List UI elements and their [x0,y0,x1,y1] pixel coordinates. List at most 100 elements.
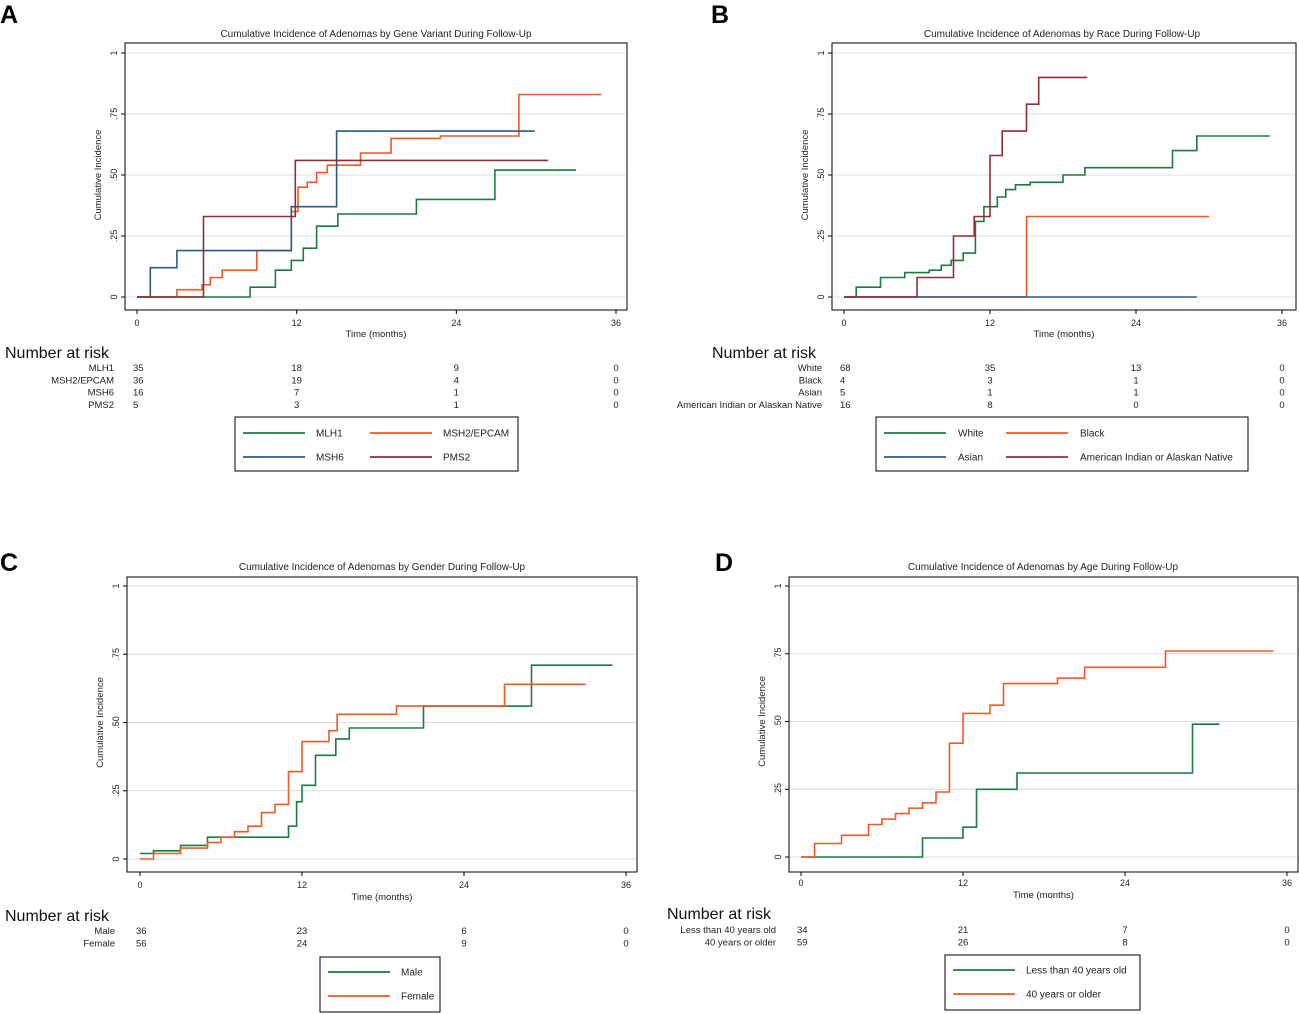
risk-value: 59 [797,937,808,948]
risk-value: 26 [958,937,969,948]
panel-c: C Cumulative Incidence of Adenomas by Gen… [0,549,638,1013]
y-tick-label: .25 [109,230,119,243]
chart-title: Cumulative Incidence of Adenomas by Gend… [239,562,526,573]
series-line-mlh1 [137,169,577,298]
risk-row-label: Asian [798,388,822,399]
y-tick-label: .25 [773,783,783,796]
x-tick-label: 24 [451,318,461,328]
risk-table-title: Number at risk [667,906,772,923]
risk-value: 35 [985,363,996,374]
y-tick-label: 1 [773,583,783,588]
risk-value: 0 [1284,937,1289,948]
y-tick-label: 0 [816,294,826,299]
risk-row-label: MLH1 [89,363,114,374]
legend-label: PMS2 [443,453,471,464]
risk-value: 1 [1133,375,1138,386]
legend-label: Female [401,992,435,1003]
series-line-male [140,664,613,855]
y-tick-label: .50 [109,169,119,182]
panel-d: D Cumulative Incidence of Adenomas by Age… [667,549,1299,1011]
series-line-msh6 [137,130,535,298]
risk-value: 5 [840,388,845,399]
y-tick-label: 0 [773,854,783,859]
x-axis-title: Time (months) [352,892,413,903]
x-tick-label: 36 [621,880,631,890]
x-tick-label: 0 [137,880,142,890]
risk-row-label: American Indian or Alaskan Native [677,400,822,411]
panel-b: B Cumulative Incidence of Adenomas by Rac… [677,1,1297,472]
y-tick-label: .75 [773,647,783,660]
x-tick-label: 36 [1277,318,1287,328]
legend-label: White [958,429,984,440]
legend-box [234,416,519,472]
legend: Male Female [319,956,441,1013]
x-tick-label: 24 [1131,318,1141,328]
risk-value: 0 [1133,400,1138,411]
risk-table-title: Number at risk [5,908,110,925]
legend: Less than 40 years old 40 years or older [944,954,1141,1011]
legend-box [319,956,441,1013]
x-tick-label: 12 [297,880,307,890]
legend-label: Less than 40 years old [1026,966,1127,977]
risk-value: 13 [1131,363,1142,374]
risk-row-label: Less than 40 years old [680,925,776,936]
panel-a: A Cumulative Incidence of Adenomas by Gen… [0,1,628,472]
risk-value: 9 [454,363,459,374]
y-tick-label: .25 [816,230,826,243]
risk-value: 3 [294,400,299,411]
y-tick-label: 1 [816,50,826,55]
chart-title: Cumulative Incidence of Adenomas by Gene… [220,29,532,40]
risk-value: 0 [1279,400,1284,411]
legend-label: MSH6 [316,453,344,464]
y-axis-title: Cumulative Incidence [757,676,768,767]
risk-value: 1 [987,388,992,399]
risk-row-label: 40 years or older [705,937,776,948]
y-tick-label: .50 [111,716,121,729]
panel-letter: A [0,1,18,29]
risk-table-title: Number at risk [5,345,110,362]
y-axis-title: Cumulative Incidence [93,130,104,221]
legend: White Black Asian American Indian or Alaska… [875,416,1249,472]
y-tick-label: .75 [109,108,119,121]
plot-frame [831,42,1297,311]
legend-label: Black [1080,429,1105,440]
legend-label: MLH1 [316,429,343,440]
risk-value: 8 [987,400,992,411]
x-tick-label: 24 [1120,878,1130,888]
y-tick-label: .75 [111,648,121,661]
risk-value: 18 [291,363,302,374]
risk-value: 1 [454,400,459,411]
y-tick-label: .25 [111,784,121,797]
plot-frame [124,42,628,311]
chart-title: Cumulative Incidence of Adenomas by Age … [908,562,1179,573]
risk-value: 5 [133,400,138,411]
panel-letter: C [0,549,18,577]
x-tick-label: 12 [292,318,302,328]
y-tick-label: 0 [109,294,119,299]
risk-value: 6 [461,926,466,937]
series-line-female [140,683,586,860]
plot-frame [788,576,1299,873]
risk-value: 0 [623,938,628,949]
risk-value: 19 [291,375,302,386]
risk-value: 1 [454,388,459,399]
risk-row-label: Black [799,375,822,386]
risk-value: 0 [623,926,628,937]
risk-value: 21 [958,925,969,936]
plot-frame [126,576,638,873]
x-tick-label: 0 [841,318,846,328]
risk-value: 24 [297,938,308,949]
risk-value: 7 [1122,925,1127,936]
x-tick-label: 36 [1282,878,1292,888]
chart-title: Cumulative Incidence of Adenomas by Race… [924,29,1201,40]
x-tick-label: 12 [958,878,968,888]
risk-value: 35 [133,363,144,374]
risk-value: 0 [613,400,618,411]
x-tick-label: 0 [798,878,803,888]
series-line-pms2 [137,159,549,298]
y-tick-label: .50 [773,715,783,728]
risk-value: 3 [987,375,992,386]
risk-row-label: Male [94,926,115,937]
x-axis-title: Time (months) [1013,890,1074,901]
y-tick-label: 0 [111,856,121,861]
